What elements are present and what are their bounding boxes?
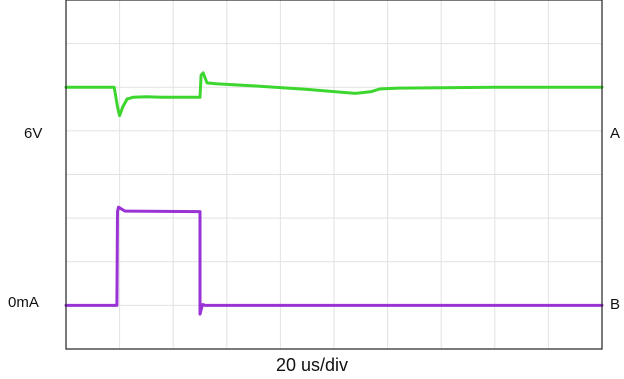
plot-frame bbox=[65, 0, 603, 350]
trace-channel-a bbox=[64, 71, 604, 118]
graticule bbox=[66, 0, 602, 349]
channel-b-marker: B bbox=[610, 296, 621, 313]
timebase-label: 20 us/div bbox=[275, 355, 349, 375]
channel-b-level-label: 0mA bbox=[8, 294, 39, 311]
channel-a-marker: A bbox=[610, 125, 621, 142]
traces bbox=[64, 71, 604, 316]
channel-a-level-label: 6V bbox=[24, 125, 43, 142]
trace-channel-b bbox=[64, 205, 604, 316]
